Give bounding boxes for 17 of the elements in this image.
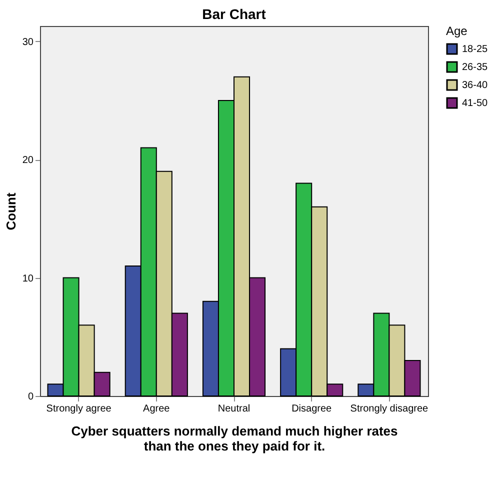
x-tick-label: Disagree	[292, 404, 332, 414]
x-tick-label: Strongly agree	[46, 404, 112, 414]
x-tick-label: Strongly disagree	[350, 404, 429, 414]
y-tick-label: 30	[22, 36, 34, 48]
y-tick-label: 20	[22, 155, 34, 166]
x-axis-title: Cyber squatters normally demand much higher rates than the ones they paid for it.	[71, 424, 398, 454]
legend-title: Age	[446, 24, 468, 38]
y-tick-label: 0	[28, 392, 34, 402]
x-tick-label: Neutral	[218, 404, 250, 414]
x-tick-label: Agree	[143, 404, 170, 414]
legend-label: 26-35	[462, 62, 488, 73]
legend-label: 36-40	[462, 80, 488, 91]
chart-title: Bar Chart	[202, 6, 266, 22]
y-tick-label: 10	[22, 273, 34, 284]
y-axis-title: Count	[3, 192, 18, 230]
legend-label: 18-25	[462, 44, 488, 55]
legend-label: 41-50	[462, 98, 488, 109]
